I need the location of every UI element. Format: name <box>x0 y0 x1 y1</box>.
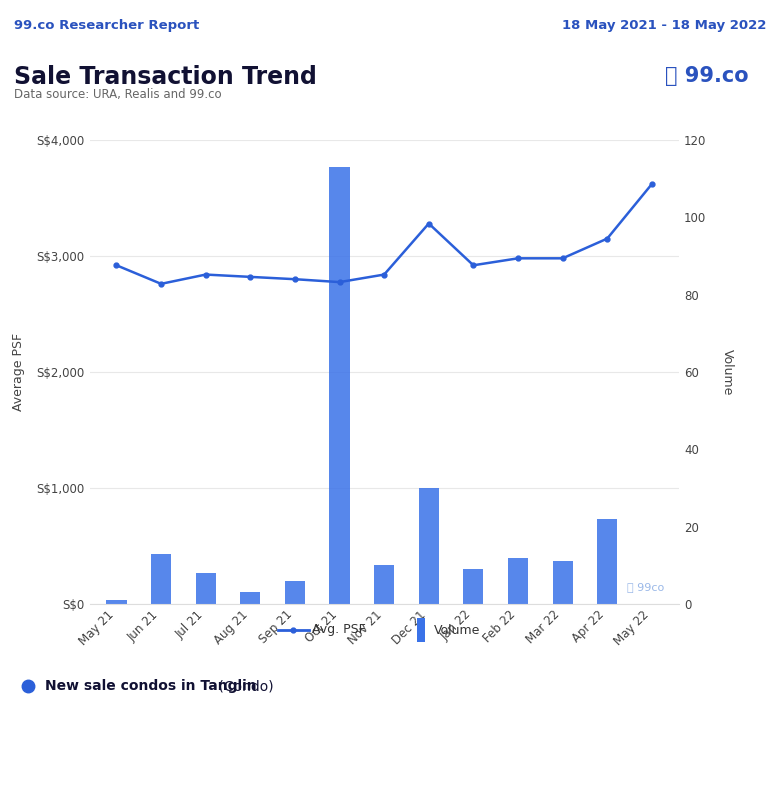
Text: Data source: URA, Realis and 99.co: Data source: URA, Realis and 99.co <box>14 89 222 102</box>
Y-axis label: Volume: Volume <box>721 349 733 395</box>
Bar <box>374 566 394 604</box>
Bar <box>597 519 617 604</box>
Bar <box>329 167 349 604</box>
Bar <box>151 554 171 604</box>
Text: ⦿ 99co: ⦿ 99co <box>626 582 664 592</box>
Bar <box>285 581 305 604</box>
Bar <box>419 488 439 604</box>
Text: Avg. PSF: Avg. PSF <box>312 623 366 637</box>
Bar <box>240 592 261 604</box>
Text: 18 May 2021 - 18 May 2022: 18 May 2021 - 18 May 2022 <box>562 18 766 31</box>
Y-axis label: Average PSF: Average PSF <box>12 333 25 411</box>
Text: (Condo): (Condo) <box>214 679 274 693</box>
Bar <box>463 570 484 604</box>
Text: 99.co Researcher Report: 99.co Researcher Report <box>14 18 200 31</box>
Bar <box>106 600 126 604</box>
Bar <box>508 558 528 604</box>
Text: ⦿ 99.co: ⦿ 99.co <box>665 66 749 86</box>
Text: New sale condos in Tanglin: New sale condos in Tanglin <box>45 679 257 693</box>
Text: Sale Transaction Trend: Sale Transaction Trend <box>14 65 317 89</box>
Bar <box>196 573 216 604</box>
Bar <box>552 562 573 604</box>
Text: Volume: Volume <box>434 623 480 637</box>
Bar <box>417 618 425 642</box>
